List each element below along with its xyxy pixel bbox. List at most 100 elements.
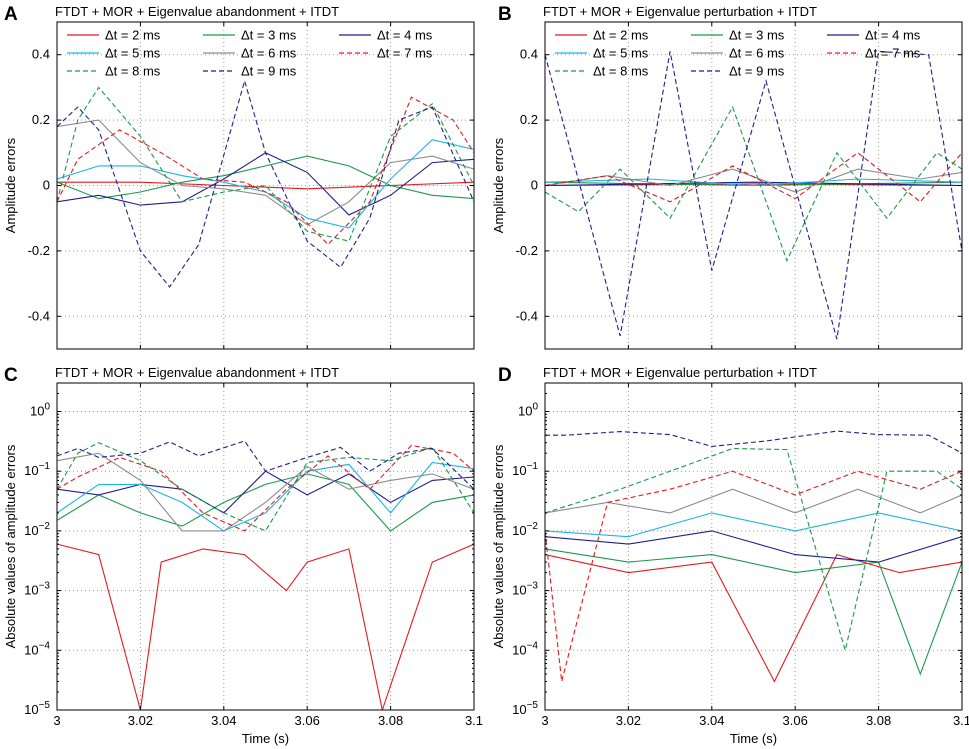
- series-line: [57, 440, 474, 490]
- y-tick-label: 10−3: [512, 581, 538, 598]
- series-line: [57, 473, 474, 532]
- legend-item: Δt = 7 ms: [339, 46, 433, 61]
- legend-label: Δt = 7 ms: [865, 46, 921, 61]
- legend-label: Δt = 6 ms: [729, 46, 785, 61]
- panel-D: D FTDT + MOR + Eigenvalue perturbation + …: [491, 365, 969, 746]
- y-tick-label: 10−3: [24, 581, 50, 598]
- legend-label: Δt = 4 ms: [865, 28, 921, 43]
- legend-item: Δt = 8 ms: [67, 64, 161, 79]
- y-tick-label: 100: [518, 401, 538, 418]
- series-line: [545, 430, 962, 454]
- x-tick-label: 3.08: [378, 713, 403, 728]
- series-group: [57, 78, 474, 288]
- series-line: [545, 548, 962, 676]
- legend-item: Δt = 7 ms: [827, 46, 921, 61]
- series-line: [545, 512, 962, 538]
- legend-label: Δt = 9 ms: [729, 64, 785, 79]
- x-tick-label: 3.1: [465, 713, 483, 728]
- legend-label: Δt = 7 ms: [377, 46, 433, 61]
- y-tick-label: 10−4: [24, 640, 50, 657]
- panel-title: FTDT + MOR + Eigenvalue perturbation + I…: [543, 365, 817, 380]
- y-tick-label: 10−5: [24, 700, 50, 717]
- legend-label: Δt = 5 ms: [105, 46, 161, 61]
- panel-title: FTDT + MOR + Eigenvalue abandonment + IT…: [55, 365, 339, 380]
- y-tick-label: 0.4: [520, 47, 538, 62]
- x-axis-label: Time (s): [242, 731, 289, 746]
- legend-label: Δt = 6 ms: [241, 46, 297, 61]
- series-line: [545, 530, 962, 563]
- panel-B: B FTDT + MOR + Eigenvalue perturbation + …: [491, 4, 963, 350]
- panel-C: C FTDT + MOR + Eigenvalue abandonment + I…: [3, 365, 483, 746]
- legend-item: Δt = 9 ms: [203, 64, 297, 79]
- x-axis-label: Time (s): [730, 731, 777, 746]
- legend-label: Δt = 4 ms: [377, 28, 433, 43]
- series-line: [57, 155, 474, 200]
- series-line: [57, 96, 474, 246]
- legend-item: Δt = 5 ms: [67, 46, 161, 61]
- series-line: [57, 442, 474, 532]
- series-line: [57, 152, 474, 216]
- panel-A: A FTDT + MOR + Eigenvalue abandonment + I…: [3, 4, 475, 350]
- x-tick-label: 3.02: [128, 713, 153, 728]
- legend-label: Δt = 3 ms: [241, 28, 297, 43]
- series-line: [545, 168, 962, 193]
- series-line: [545, 181, 962, 187]
- x-tick-label: 3.04: [211, 713, 236, 728]
- series-line: [545, 488, 962, 514]
- legend-label: Δt = 8 ms: [593, 64, 649, 79]
- x-tick-label: 3: [53, 713, 60, 728]
- y-tick-label: 100: [30, 401, 50, 418]
- plot-frame: [544, 382, 963, 711]
- series-line: [545, 50, 962, 340]
- legend-item: Δt = 6 ms: [203, 46, 297, 61]
- series-line: [57, 119, 474, 226]
- y-axis-label: Amplitude errors: [3, 137, 18, 233]
- y-axis-label: Absolute values of amplitude errors: [491, 444, 506, 648]
- legend-item: Δt = 2 ms: [555, 28, 649, 43]
- series-line: [545, 447, 962, 653]
- panel-letter: B: [498, 4, 512, 25]
- y-tick-label: 10−1: [24, 461, 50, 478]
- legend-item: Δt = 6 ms: [691, 46, 785, 61]
- x-tick-label: 3.1: [953, 713, 969, 728]
- y-tick-label: 10−2: [24, 521, 50, 538]
- series-line: [57, 444, 474, 532]
- legend-label: Δt = 2 ms: [593, 28, 649, 43]
- series-line: [57, 452, 474, 532]
- legend-item: Δt = 9 ms: [691, 64, 785, 79]
- y-tick-label: 10−1: [512, 461, 538, 478]
- legend-item: Δt = 4 ms: [339, 28, 433, 43]
- panel-letter: D: [498, 365, 512, 386]
- y-axis-label: Amplitude errors: [491, 137, 506, 233]
- panel-letter: A: [4, 4, 18, 25]
- series-line: [545, 183, 962, 187]
- series-line: [57, 78, 474, 288]
- legend-item: Δt = 3 ms: [691, 28, 785, 43]
- legend-label: Δt = 5 ms: [593, 46, 649, 61]
- y-tick-label: -0.2: [516, 243, 538, 258]
- x-tick-label: 3.06: [783, 713, 808, 728]
- y-axis-label: Absolute values of amplitude errors: [3, 444, 18, 648]
- y-tick-label: -0.4: [28, 308, 50, 323]
- panel-letter: C: [4, 365, 18, 386]
- legend-item: Δt = 5 ms: [555, 46, 649, 61]
- series-line: [545, 470, 962, 682]
- series-group: [545, 430, 962, 683]
- panel-title: FTDT + MOR + Eigenvalue perturbation + I…: [543, 4, 817, 19]
- plot-frame: [56, 382, 475, 711]
- y-tick-label: 0: [531, 178, 538, 193]
- series-line: [545, 105, 962, 263]
- legend-item: Δt = 4 ms: [827, 28, 921, 43]
- y-tick-label: -0.2: [28, 243, 50, 258]
- x-tick-label: 3: [541, 713, 548, 728]
- legend-item: Δt = 2 ms: [67, 28, 161, 43]
- x-tick-label: 3.08: [866, 713, 891, 728]
- x-tick-label: 3.06: [295, 713, 320, 728]
- series-group: [57, 440, 474, 710]
- series-line: [57, 461, 474, 532]
- panel-title: FTDT + MOR + Eigenvalue abandonment + IT…: [55, 4, 339, 19]
- y-tick-label: 0.2: [520, 112, 538, 127]
- series-line: [57, 86, 474, 242]
- legend-label: Δt = 2 ms: [105, 28, 161, 43]
